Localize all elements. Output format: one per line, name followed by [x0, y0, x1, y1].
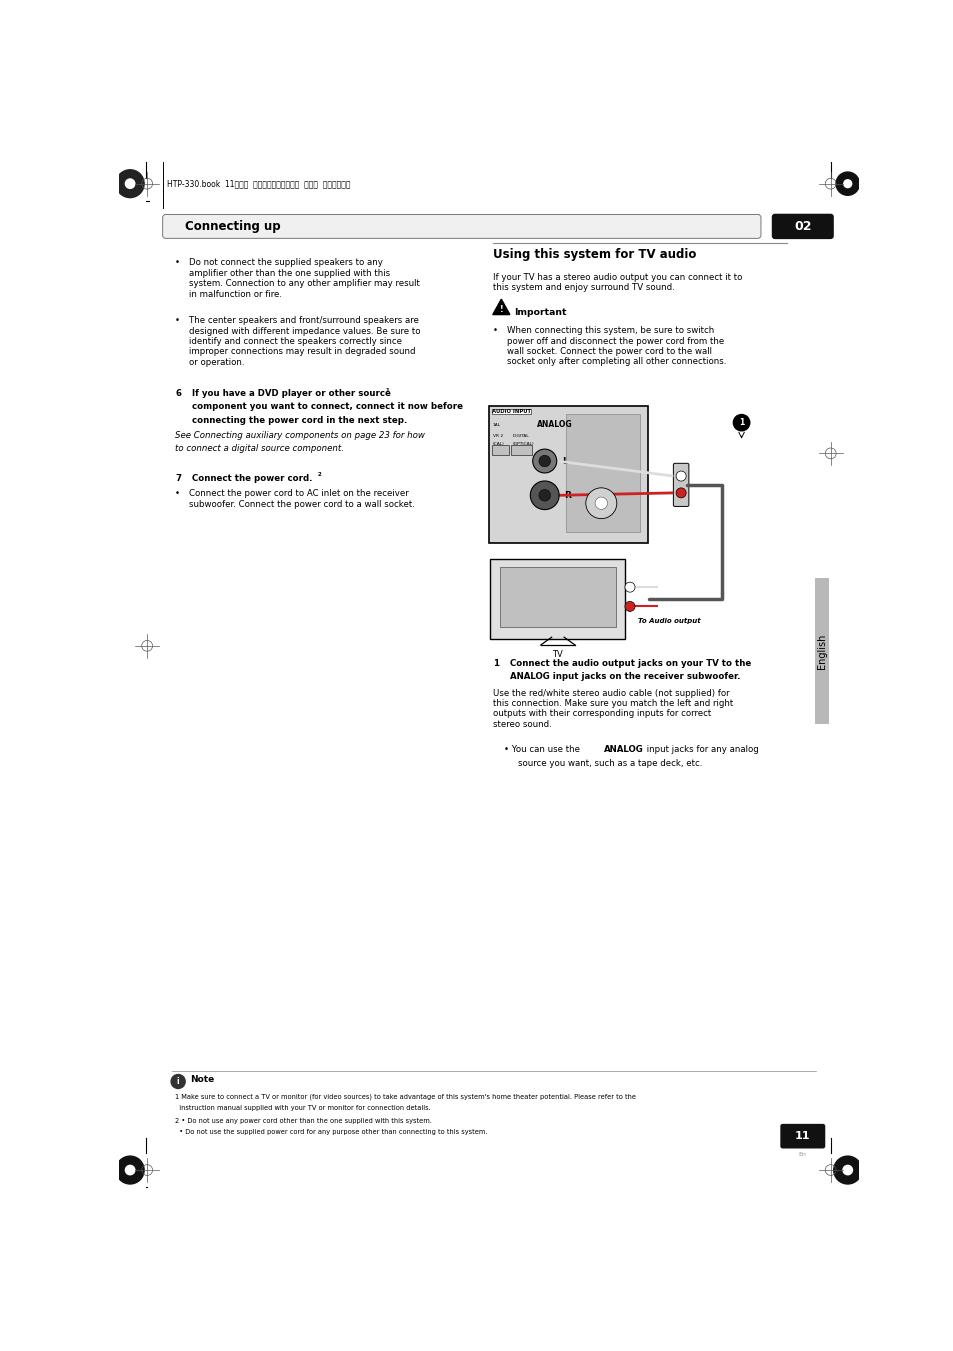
Text: 7: 7	[174, 474, 181, 482]
Text: Note: Note	[191, 1074, 214, 1084]
Circle shape	[624, 582, 635, 592]
Text: Connect the power cord.: Connect the power cord.	[192, 474, 313, 482]
Circle shape	[842, 180, 852, 188]
Text: 1AL: 1AL	[493, 423, 500, 427]
Text: 2 • Do not use any power cord other than the one supplied with this system.: 2 • Do not use any power cord other than…	[174, 1119, 432, 1124]
Polygon shape	[493, 299, 509, 315]
Text: i: i	[176, 1077, 179, 1086]
FancyBboxPatch shape	[162, 215, 760, 238]
Text: To Audio output: To Audio output	[637, 617, 700, 624]
Text: HTP-330.book  11ページ  ２００７年３月２７日  火曜日  午後６時８分: HTP-330.book 11ページ ２００７年３月２７日 火曜日 午後６時８分	[167, 180, 351, 188]
Text: Connect the power cord to AC inlet on the receiver
subwoofer. Connect the power : Connect the power cord to AC inlet on th…	[189, 489, 415, 509]
Text: to connect a digital source component.: to connect a digital source component.	[174, 444, 344, 453]
Circle shape	[732, 413, 750, 431]
Text: See Connecting auxiliary components on page 23 for how: See Connecting auxiliary components on p…	[174, 431, 424, 440]
Text: Do not connect the supplied speakers to any
amplifier other than the one supplie: Do not connect the supplied speakers to …	[189, 258, 419, 299]
Circle shape	[125, 1165, 135, 1175]
Text: 1: 1	[385, 388, 389, 393]
Text: TV: TV	[552, 650, 562, 658]
Circle shape	[841, 1165, 852, 1175]
Text: R: R	[563, 490, 571, 500]
Text: • Do not use the supplied power cord for any purpose other than connecting to th: • Do not use the supplied power cord for…	[174, 1129, 487, 1135]
Text: When connecting this system, be sure to switch
power off and disconnect the powe: When connecting this system, be sure to …	[506, 326, 725, 366]
Text: ANALOG: ANALOG	[603, 744, 642, 754]
Circle shape	[532, 449, 557, 473]
Text: •: •	[174, 489, 180, 499]
Text: (OPTICAL): (OPTICAL)	[512, 442, 534, 446]
Text: Connecting up: Connecting up	[185, 220, 280, 232]
Text: input jacks for any analog: input jacks for any analog	[643, 744, 758, 754]
Text: ANALOG: ANALOG	[537, 420, 572, 430]
FancyBboxPatch shape	[510, 446, 532, 455]
Circle shape	[538, 489, 550, 501]
Circle shape	[171, 1074, 186, 1089]
Circle shape	[676, 488, 685, 499]
Circle shape	[115, 1155, 145, 1185]
Text: English: English	[817, 634, 826, 669]
Text: •: •	[174, 316, 180, 326]
Text: 2: 2	[317, 473, 321, 477]
Circle shape	[835, 172, 860, 196]
Circle shape	[125, 178, 135, 189]
Text: L: L	[561, 457, 567, 466]
Text: connecting the power cord in the next step.: connecting the power cord in the next st…	[192, 416, 407, 424]
Text: Important: Important	[513, 308, 566, 317]
Text: 6: 6	[174, 389, 181, 399]
Circle shape	[624, 601, 635, 612]
Text: If your TV has a stereo audio output you can connect it to
this system and enjoy: If your TV has a stereo audio output you…	[493, 273, 741, 292]
Circle shape	[832, 1155, 862, 1185]
Circle shape	[530, 481, 558, 509]
Text: If you have a DVD player or other source: If you have a DVD player or other source	[192, 389, 391, 399]
Text: 1: 1	[493, 659, 498, 667]
FancyBboxPatch shape	[492, 446, 509, 455]
Text: 02: 02	[793, 220, 811, 232]
Text: (CAL): (CAL)	[493, 442, 504, 446]
Text: Using this system for TV audio: Using this system for TV audio	[493, 249, 696, 261]
Text: VR 2: VR 2	[493, 434, 502, 438]
Text: 11: 11	[794, 1131, 810, 1142]
Text: ANALOG input jacks on the receiver subwoofer.: ANALOG input jacks on the receiver subwo…	[509, 671, 740, 681]
Text: En: En	[798, 1151, 806, 1156]
Text: Connect the audio output jacks on your TV to the: Connect the audio output jacks on your T…	[509, 659, 750, 667]
Circle shape	[115, 169, 145, 199]
Text: •: •	[174, 258, 180, 267]
Text: component you want to connect, connect it now before: component you want to connect, connect i…	[192, 403, 462, 412]
FancyBboxPatch shape	[489, 407, 647, 543]
FancyBboxPatch shape	[499, 567, 616, 627]
Text: The center speakers and front/surround speakers are
designed with different impe: The center speakers and front/surround s…	[189, 316, 420, 366]
FancyBboxPatch shape	[673, 463, 688, 507]
Circle shape	[676, 471, 685, 481]
FancyBboxPatch shape	[490, 559, 624, 639]
FancyBboxPatch shape	[780, 1124, 824, 1148]
Circle shape	[538, 455, 550, 467]
Circle shape	[595, 497, 607, 509]
Text: • You can use the: • You can use the	[504, 744, 582, 754]
Text: instruction manual supplied with your TV or monitor for connection details.: instruction manual supplied with your TV…	[174, 1105, 431, 1112]
Text: source you want, such as a tape deck, etc.: source you want, such as a tape deck, et…	[517, 759, 702, 767]
Text: AUDIO INPUT: AUDIO INPUT	[492, 409, 531, 415]
Text: DIGITAL: DIGITAL	[512, 434, 528, 438]
Text: 1: 1	[739, 419, 743, 427]
FancyBboxPatch shape	[815, 578, 828, 724]
Text: •: •	[493, 326, 497, 335]
Text: 1 Make sure to connect a TV or monitor (for video sources) to take advantage of : 1 Make sure to connect a TV or monitor (…	[174, 1093, 636, 1100]
FancyBboxPatch shape	[771, 213, 833, 239]
Text: !: !	[499, 305, 502, 315]
FancyBboxPatch shape	[566, 413, 639, 532]
Circle shape	[585, 488, 617, 519]
Text: Use the red/white stereo audio cable (not supplied) for
this connection. Make su: Use the red/white stereo audio cable (no…	[493, 689, 732, 728]
